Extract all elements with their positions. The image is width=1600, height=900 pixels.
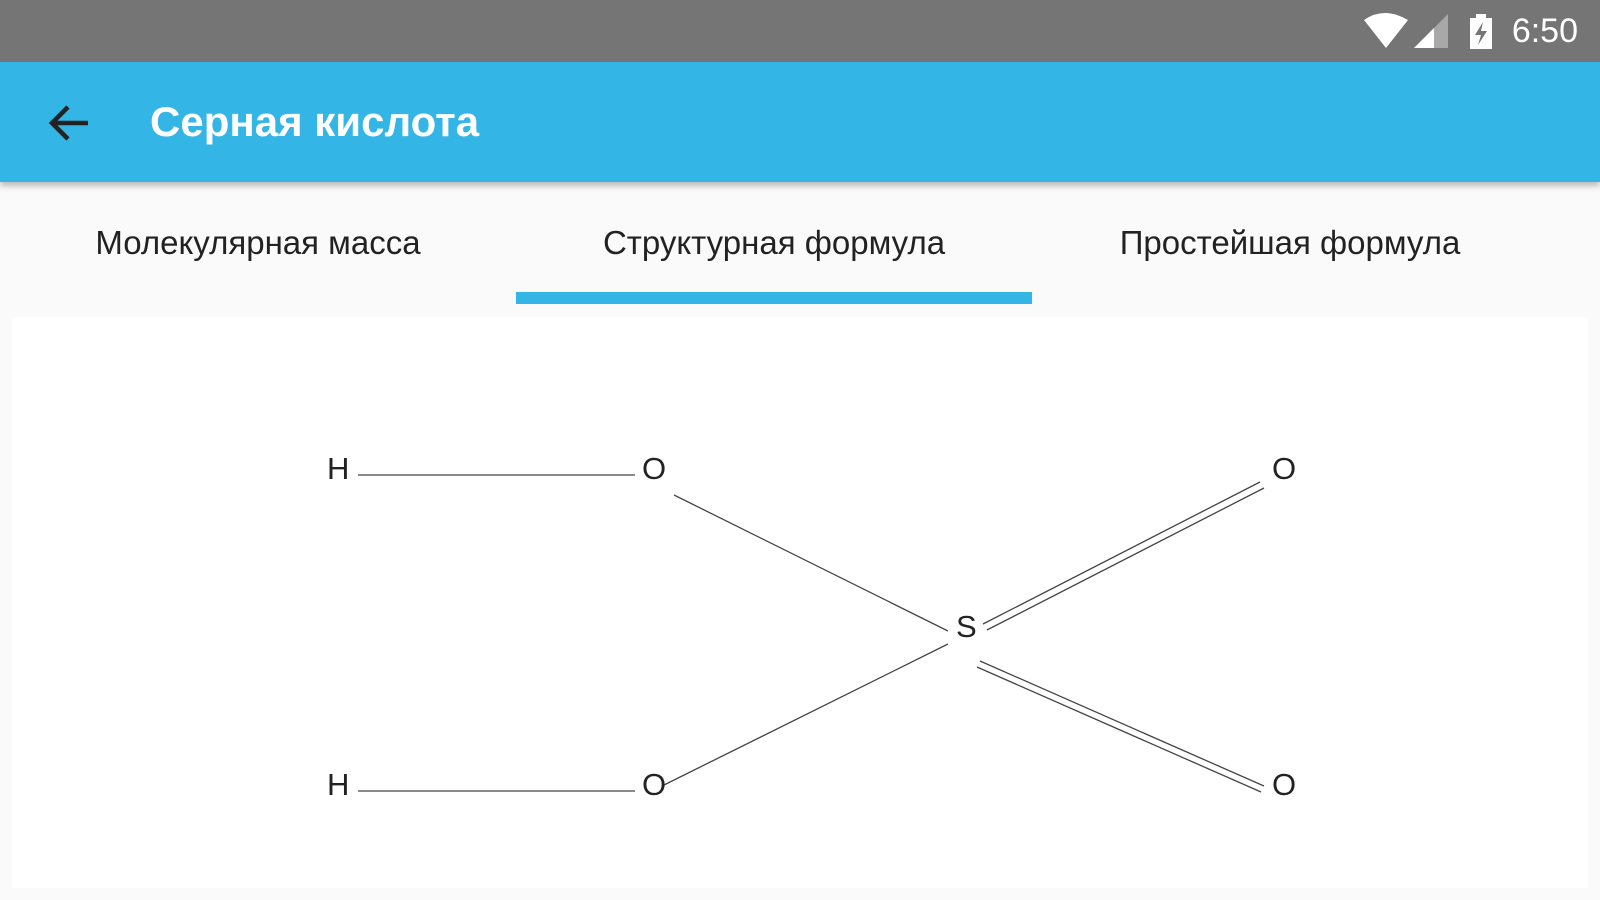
bond-o1-s (673, 494, 949, 632)
status-bar: 6:50 (0, 0, 1600, 62)
atom-h: H (327, 451, 349, 486)
atom-o: O (642, 451, 666, 486)
status-icons (1364, 13, 1492, 49)
double-bond-s-o3 (982, 481, 1265, 631)
tab-label: Простейшая формула (1119, 224, 1461, 261)
tab-indicator (516, 292, 1032, 304)
tab-label: Структурная формула (602, 224, 946, 261)
atom-s: S (956, 609, 977, 644)
tab-structural-formula[interactable]: Структурная формула (516, 182, 1032, 304)
app-bar: Серная кислота (0, 62, 1600, 182)
arrow-back-icon[interactable] (44, 98, 94, 148)
atom-h: H (327, 767, 349, 802)
tab-bar: Молекулярная масса Структурная формула П… (0, 182, 1600, 304)
formula-card (12, 317, 1588, 888)
atom-o: O (642, 767, 666, 802)
atom-o: O (1272, 451, 1296, 486)
atom-o: O (1272, 767, 1296, 802)
wifi-icon (1364, 13, 1408, 48)
tab-label: Молекулярная масса (95, 224, 421, 261)
double-bond-s-o4 (976, 660, 1265, 793)
bond-o2-s (663, 643, 949, 786)
tab-simplest-formula[interactable]: Простейшая формула (1032, 182, 1548, 304)
page-title: Серная кислота (150, 98, 480, 145)
battery-charging-icon (1470, 14, 1492, 49)
tab-molecular-mass[interactable]: Молекулярная масса (0, 182, 516, 304)
clock: 6:50 (1511, 12, 1578, 50)
